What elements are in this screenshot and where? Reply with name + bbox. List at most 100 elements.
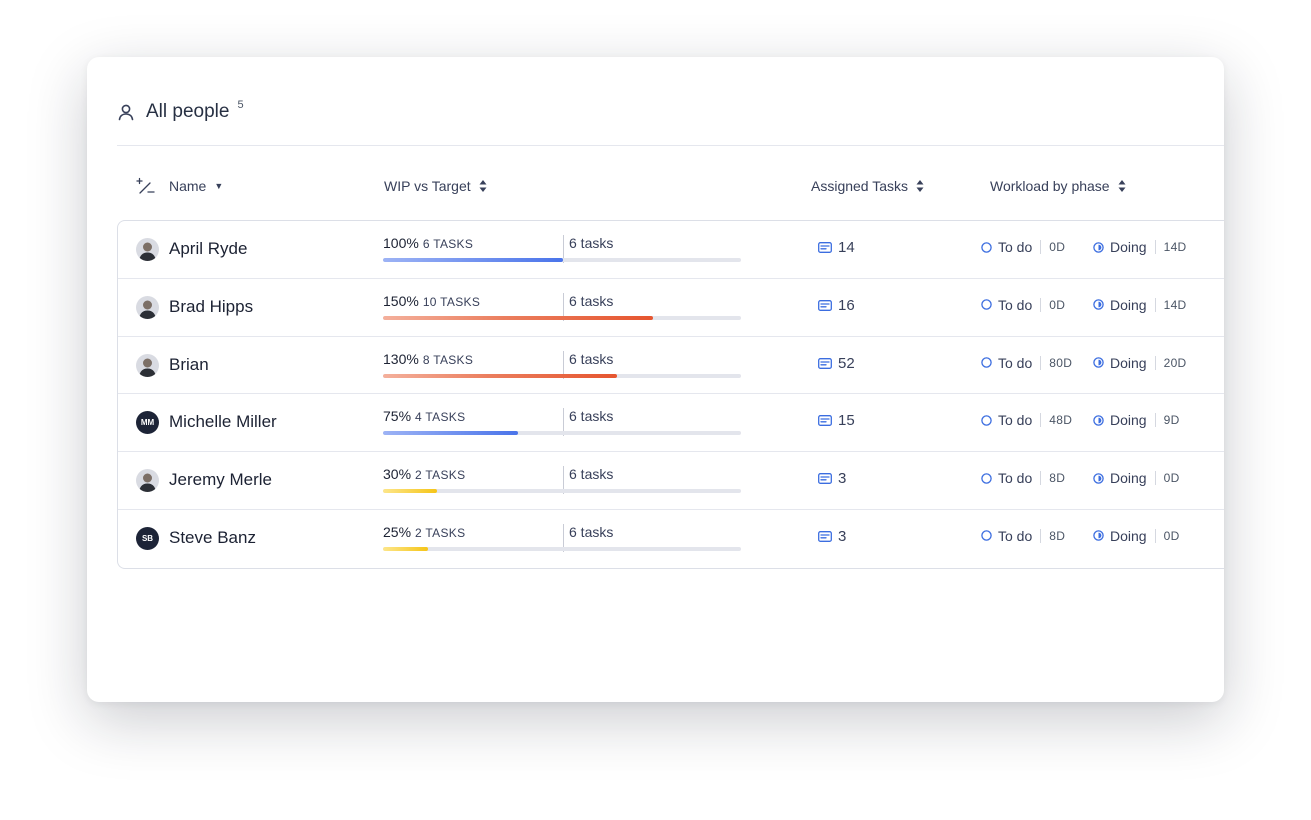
table-row[interactable]: Brad Hipps 150% 10 TASKS 6 tasks 16 To do… <box>118 279 1224 337</box>
todo-label: To do <box>998 412 1033 429</box>
plus-minus-icon <box>136 177 155 194</box>
person-name[interactable]: Brian <box>169 354 209 374</box>
wip-vs-target: 100% 6 TASKS 6 tasks <box>383 235 743 267</box>
todo-days: 0D <box>1049 240 1066 254</box>
assigned-tasks[interactable]: 15 <box>818 412 855 429</box>
wip-vs-target: 150% 10 TASKS 6 tasks <box>383 292 743 325</box>
task-card-icon <box>818 357 832 369</box>
wip-progress-fill <box>383 431 518 436</box>
todo-label: To do <box>998 470 1033 487</box>
todo-circle-icon <box>981 357 992 368</box>
panel-header: All people 5 <box>117 99 244 123</box>
separator <box>1154 297 1156 312</box>
wip-progress-fill <box>383 373 617 378</box>
table-row[interactable]: SB Steve Banz 25% 2 TASKS 6 tasks 3 To do… <box>118 510 1224 568</box>
phase-todo[interactable]: To do 0D <box>981 239 1065 255</box>
wip-task-count: 8 TASKS <box>422 352 474 367</box>
wip-percent-value: 30% <box>383 466 412 483</box>
target-marker <box>563 235 564 263</box>
wip-progress-track <box>383 258 741 262</box>
doing-half-circle-icon <box>1093 241 1104 253</box>
todo-circle-icon <box>981 241 992 253</box>
todo-days: 8D <box>1049 528 1066 543</box>
wip-percent: 25% 2 TASKS <box>383 524 465 540</box>
wip-task-count: 2 TASKS <box>415 525 466 540</box>
phase-todo[interactable]: To do 8D <box>981 470 1065 486</box>
phase-doing[interactable]: Doing 0D <box>1093 528 1180 544</box>
person-name[interactable]: Michelle Miller <box>169 412 277 432</box>
wip-task-count: 2 TASKS <box>415 468 466 483</box>
column-header-assigned[interactable]: Assigned Tasks <box>811 173 924 199</box>
separator <box>1040 528 1042 543</box>
assigned-count: 52 <box>838 354 855 372</box>
doing-label: Doing <box>1110 527 1147 544</box>
doing-days: 0D <box>1163 528 1180 543</box>
assigned-count: 15 <box>838 412 855 430</box>
wip-progress-track <box>383 431 741 436</box>
wip-progress-track <box>383 546 741 551</box>
assigned-tasks[interactable]: 16 <box>818 297 855 314</box>
separator <box>1040 355 1042 370</box>
avatar <box>136 353 159 377</box>
assigned-tasks[interactable]: 3 <box>818 528 846 545</box>
sort-icon <box>479 180 487 192</box>
divider <box>117 145 1224 146</box>
wip-progress-fill <box>383 489 437 494</box>
person-name[interactable]: April Ryde <box>169 239 248 258</box>
assigned-count: 16 <box>838 296 855 314</box>
task-card-icon <box>818 299 832 311</box>
assigned-tasks[interactable]: 14 <box>818 239 855 256</box>
todo-circle-icon <box>981 415 992 426</box>
phase-doing[interactable]: Doing 14D <box>1093 239 1187 255</box>
target-marker <box>563 350 564 379</box>
todo-label: To do <box>998 527 1033 544</box>
doing-half-circle-icon <box>1093 472 1104 484</box>
target-label: 6 tasks <box>569 466 614 483</box>
phase-todo[interactable]: To do 0D <box>981 297 1065 313</box>
phase-todo[interactable]: To do 8D <box>981 528 1065 544</box>
separator <box>1154 413 1156 428</box>
wip-progress-fill <box>383 258 563 262</box>
wip-percent-value: 25% <box>383 523 412 540</box>
avatar <box>136 295 159 319</box>
table-row[interactable]: April Ryde 100% 6 TASKS 6 tasks 14 To do … <box>118 221 1224 279</box>
task-card-icon <box>818 242 832 253</box>
person-name[interactable]: Brad Hipps <box>169 296 254 316</box>
wip-vs-target: 75% 4 TASKS 6 tasks <box>383 408 743 440</box>
doing-label: Doing <box>1110 239 1147 255</box>
person-name[interactable]: Steve Banz <box>169 527 256 547</box>
todo-days: 48D <box>1049 413 1073 428</box>
column-header-wip[interactable]: WIP vs Target <box>384 173 487 199</box>
phase-doing[interactable]: Doing 0D <box>1093 470 1180 486</box>
phase-todo[interactable]: To do 80D <box>981 355 1072 371</box>
assigned-tasks[interactable]: 3 <box>818 470 846 487</box>
table-row[interactable]: MM Michelle Miller 75% 4 TASKS 6 tasks 15… <box>118 394 1224 453</box>
column-header-name[interactable]: Name ▼ <box>169 173 223 199</box>
phase-doing[interactable]: Doing 20D <box>1093 355 1187 371</box>
target-marker <box>563 292 564 321</box>
assigned-count: 3 <box>838 470 847 488</box>
wip-progress-fill <box>383 546 428 551</box>
separator <box>1154 355 1156 370</box>
assigned-tasks[interactable]: 52 <box>818 355 855 372</box>
wip-percent-value: 130% <box>383 350 419 367</box>
doing-days: 9D <box>1163 413 1180 428</box>
table-row[interactable]: Brian 130% 8 TASKS 6 tasks 52 To do 80D D… <box>118 337 1224 395</box>
target-marker <box>563 408 564 437</box>
phase-doing[interactable]: Doing 9D <box>1093 412 1180 428</box>
table-row[interactable]: Jeremy Merle 30% 2 TASKS 6 tasks 3 To do … <box>118 452 1224 510</box>
add-remove-columns-button[interactable] <box>135 173 155 199</box>
phase-todo[interactable]: To do 48D <box>981 412 1072 428</box>
wip-percent-value: 150% <box>383 292 419 309</box>
doing-half-circle-icon <box>1093 357 1104 368</box>
separator <box>1040 471 1042 486</box>
todo-circle-icon <box>981 530 992 542</box>
column-header-workload[interactable]: Workload by phase <box>990 173 1126 199</box>
wip-percent: 130% 8 TASKS <box>383 351 473 367</box>
phase-doing[interactable]: Doing 14D <box>1093 297 1187 313</box>
person-icon <box>118 104 134 121</box>
wip-progress-fill <box>383 315 653 320</box>
doing-half-circle-icon <box>1093 530 1104 542</box>
person-name[interactable]: Jeremy Merle <box>169 470 272 490</box>
target-marker <box>563 466 564 495</box>
